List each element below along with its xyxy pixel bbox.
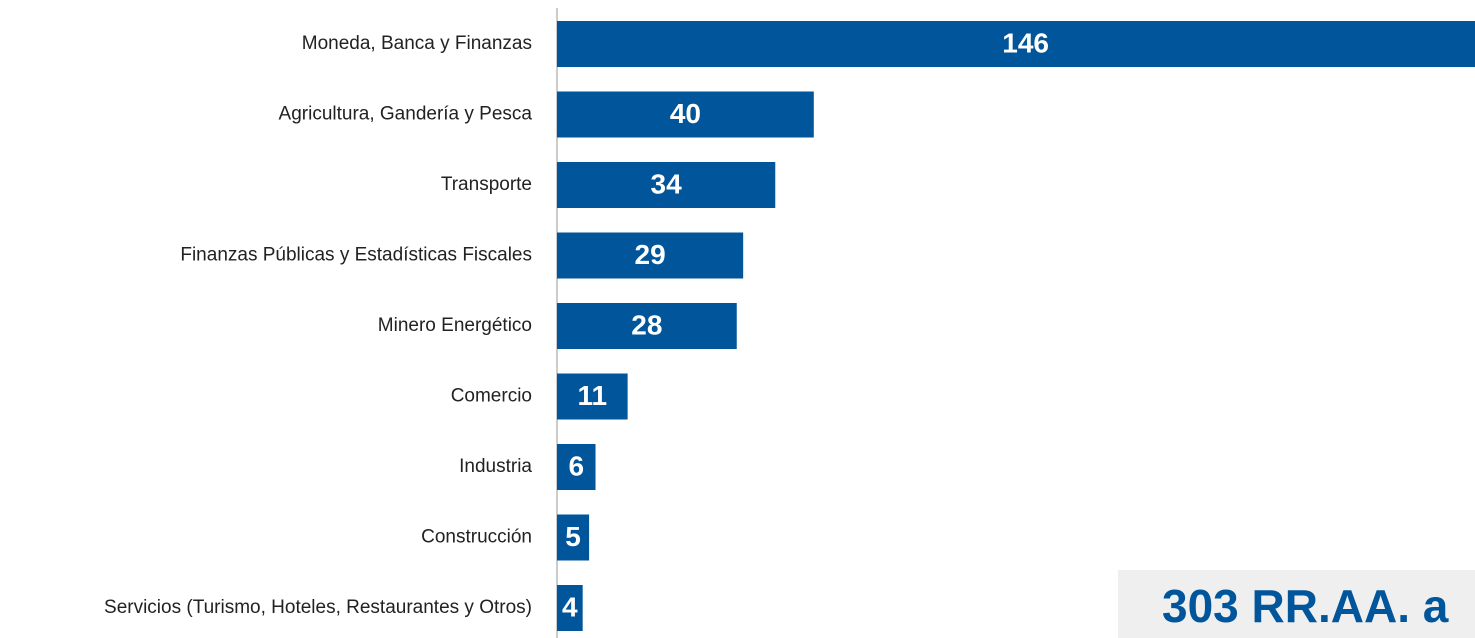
- data-label: 6: [568, 450, 584, 481]
- annotation: 303 RR.AA. a: [1162, 580, 1449, 632]
- annotation-box: [1118, 570, 1475, 638]
- data-label: 34: [651, 168, 683, 199]
- data-label: 4: [562, 591, 578, 622]
- bar: [557, 514, 590, 561]
- bar: [557, 21, 1475, 67]
- bar: [557, 444, 596, 490]
- data-label: 28: [631, 309, 662, 340]
- category-label: Moneda, Banca y Finanzas: [302, 33, 532, 54]
- category-label: Comercio: [451, 386, 532, 407]
- data-label: 11: [578, 380, 608, 411]
- data-label: 29: [635, 239, 666, 270]
- bar: [557, 373, 628, 420]
- category-label: Construcción: [421, 527, 532, 548]
- bar: [557, 585, 583, 631]
- data-label: 40: [670, 98, 701, 129]
- bar: [557, 303, 737, 349]
- bar: [557, 91, 814, 138]
- category-label: Agricultura, Gandería y Pesca: [279, 104, 533, 125]
- category-label: Minero Energético: [378, 315, 532, 336]
- data-label: 146: [1002, 27, 1049, 58]
- bar: [557, 162, 776, 208]
- category-label: Transporte: [441, 174, 532, 195]
- category-label: Finanzas Públicas y Estadísticas Fiscale…: [180, 245, 532, 266]
- data-label: 5: [565, 521, 581, 552]
- category-label: Servicios (Turismo, Hoteles, Restaurante…: [104, 597, 532, 618]
- bar: [557, 232, 744, 279]
- category-label: Industria: [459, 456, 532, 477]
